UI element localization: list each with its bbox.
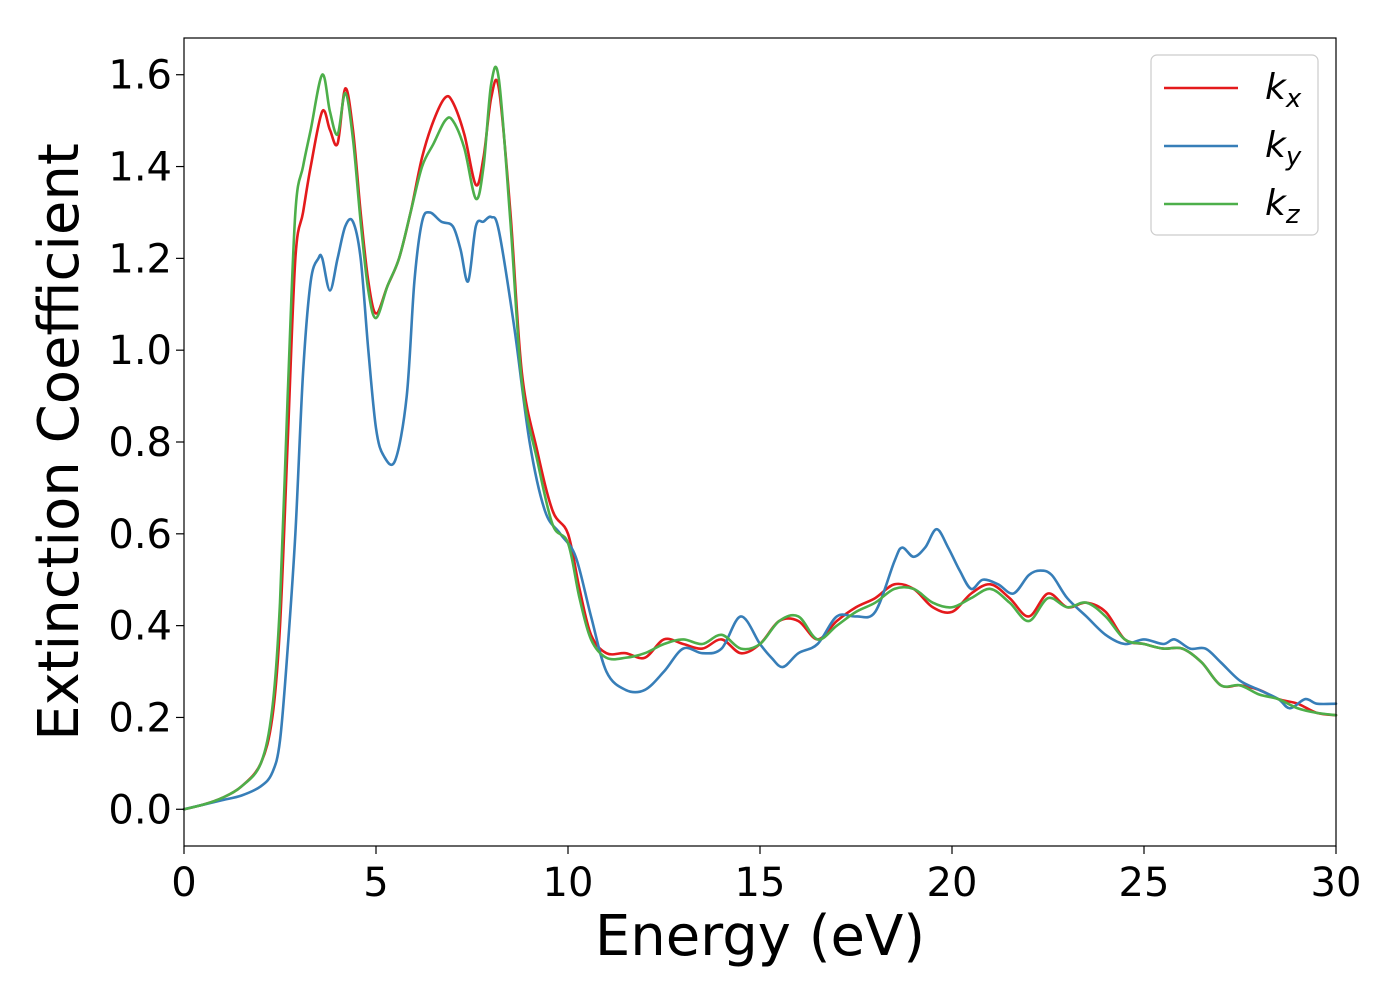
y-tick-label: 0.4 bbox=[108, 604, 172, 650]
x-axis: 0 5 10 15 20 25 30 bbox=[171, 846, 1361, 906]
series-layer bbox=[182, 65, 1338, 811]
y-tick-label: 1.0 bbox=[108, 328, 172, 374]
x-axis-label: Energy (eV) bbox=[595, 904, 925, 969]
x-tick-label: 30 bbox=[1311, 860, 1362, 906]
y-tick-label: 0.8 bbox=[108, 420, 172, 466]
y-axis-label: Extinction Coefficient bbox=[27, 143, 92, 741]
legend-label-kz: kz bbox=[1265, 183, 1301, 230]
y-tick-label: 0.0 bbox=[108, 787, 172, 833]
series-line-ky bbox=[182, 210, 1338, 811]
x-tick-label: 5 bbox=[363, 860, 388, 906]
legend-label-ky: ky bbox=[1265, 125, 1302, 172]
series-line-kz bbox=[182, 65, 1338, 811]
y-tick-label: 1.6 bbox=[108, 53, 172, 99]
y-tick-label: 1.4 bbox=[108, 145, 172, 191]
legend-label-kx: kx bbox=[1265, 67, 1302, 114]
y-tick-label: 0.2 bbox=[108, 695, 172, 741]
x-tick-label: 20 bbox=[927, 860, 978, 906]
x-tick-label: 0 bbox=[171, 860, 196, 906]
y-axis: 0.0 0.2 0.4 0.6 0.8 1.0 1.2 1.4 1.6 bbox=[108, 53, 184, 833]
x-tick-label: 10 bbox=[543, 860, 594, 906]
legend: kx ky kz bbox=[1150, 54, 1319, 236]
x-tick-label: 15 bbox=[735, 860, 786, 906]
x-tick-label: 25 bbox=[1119, 860, 1170, 906]
y-tick-label: 0.6 bbox=[108, 512, 172, 558]
y-tick-label: 1.2 bbox=[108, 236, 172, 282]
